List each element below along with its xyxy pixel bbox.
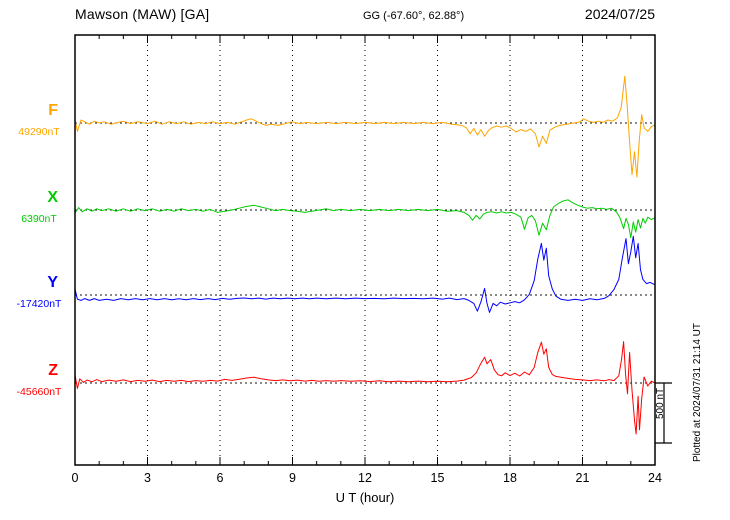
trace-Z xyxy=(74,341,656,435)
trace-X xyxy=(74,199,656,239)
date-label: 2024/07/25 xyxy=(584,6,655,22)
x-tick-label-15: 15 xyxy=(430,471,445,485)
plotted-at-note: Plotted at 2024/07/31 21:14 UT xyxy=(692,323,703,462)
component-baseline-value-F: 49290nT xyxy=(18,126,60,138)
x-tick-label-9: 9 xyxy=(289,471,296,485)
component-letter-F: F xyxy=(48,102,58,119)
trace-F xyxy=(74,75,656,178)
x-tick-label-12: 12 xyxy=(358,471,372,485)
x-tick-label-18: 18 xyxy=(503,471,517,485)
x-tick-label-3: 3 xyxy=(144,471,151,485)
x-axis-title: U T (hour) xyxy=(335,490,395,505)
component-baseline-value-Y: -17420nT xyxy=(16,298,62,310)
component-letter-X: X xyxy=(47,189,58,206)
component-letter-Z: Z xyxy=(48,362,58,379)
x-tick-label-24: 24 xyxy=(648,471,662,485)
component-baseline-value-X: 6390nT xyxy=(21,213,57,225)
component-letter-Y: Y xyxy=(47,274,58,291)
gg-coordinates: GG (-67.60°, 62.88°) xyxy=(363,10,465,22)
x-tick-label-6: 6 xyxy=(216,471,224,485)
scalebar-label: 500 nT xyxy=(655,387,666,419)
x-tick-label-21: 21 xyxy=(575,471,590,485)
trace-Y xyxy=(74,235,656,313)
component-baseline-value-Z: -45660nT xyxy=(16,386,62,398)
x-tick-label-0: 0 xyxy=(71,471,79,485)
station-title: Mawson (MAW) [GA] xyxy=(75,6,210,22)
